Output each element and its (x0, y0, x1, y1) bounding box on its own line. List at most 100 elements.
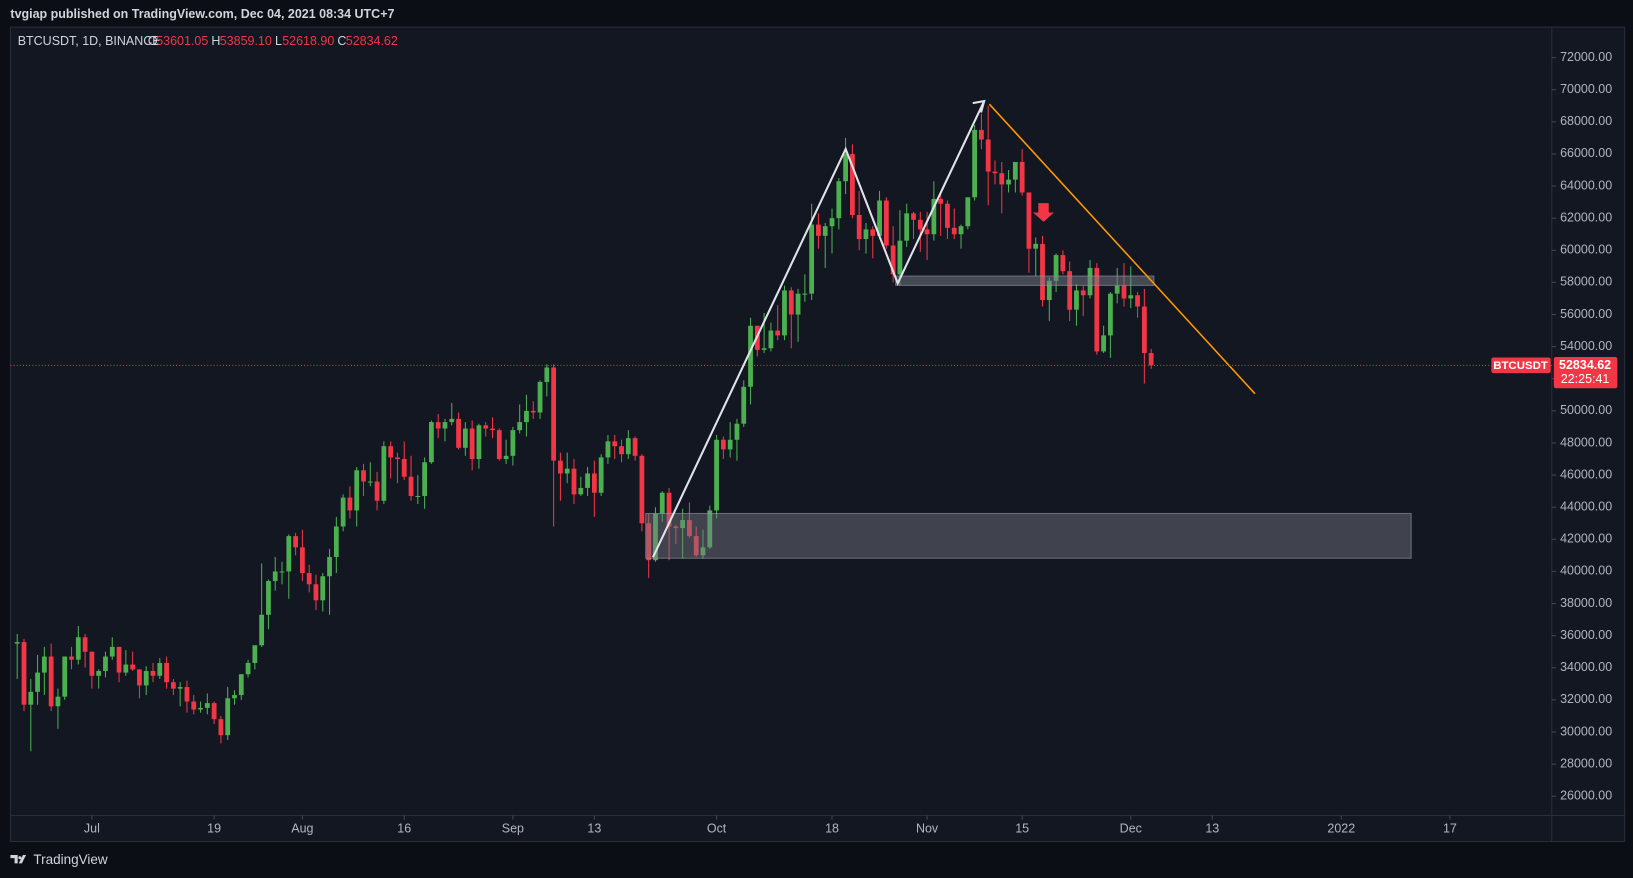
candle-body (367, 481, 373, 483)
candle-body (598, 457, 604, 493)
countdown: 22:25:41 (1561, 372, 1610, 386)
ohlc-letter: O (148, 34, 158, 48)
candle-body (646, 523, 652, 561)
candle-body (177, 687, 183, 689)
candle-body (700, 547, 706, 556)
footer-logo: TradingView (10, 852, 108, 867)
candle-body (462, 428, 468, 448)
candle-body (456, 418, 461, 448)
y-tick-label: 44000.00 (1560, 499, 1612, 513)
candle-body (761, 348, 767, 350)
x-tick-label: 16 (397, 821, 411, 835)
candle-body (958, 226, 964, 235)
candle-body (1101, 335, 1107, 352)
candle-body (103, 656, 108, 671)
candle-body (551, 367, 557, 461)
candle-body (293, 536, 298, 548)
candle-body (354, 470, 360, 511)
candle-body (992, 171, 998, 174)
candle-body (999, 173, 1005, 185)
candle-body (659, 492, 665, 514)
candle-body (883, 200, 889, 246)
publisher-header: tvgiap published on TradingView.com, Dec… (10, 7, 394, 21)
candle-body (496, 430, 502, 460)
ohlc-value: 52618.90 (282, 34, 334, 48)
candle-body (62, 656, 68, 697)
y-tick-label: 46000.00 (1560, 467, 1612, 481)
candle-body (306, 573, 312, 585)
candle-body (931, 198, 937, 235)
candle-body (232, 695, 237, 699)
candle-body (14, 642, 20, 644)
candle-body (252, 645, 258, 663)
candle-body (75, 637, 81, 660)
trend-line (988, 103, 1256, 395)
ohlc-letter: H (211, 34, 220, 48)
candle-body (286, 536, 292, 572)
candle-body (856, 214, 862, 240)
candle-body (381, 446, 387, 501)
candle-body (1148, 353, 1154, 366)
candle-body (96, 670, 102, 676)
candle-body (333, 526, 339, 557)
x-tick-label: Sep (502, 821, 524, 835)
candle-body (1114, 285, 1120, 294)
candle-body (143, 670, 149, 686)
candle-body (564, 468, 570, 474)
candle-body (945, 203, 950, 228)
candle-body (951, 227, 957, 235)
candle-body (1040, 243, 1045, 301)
candle-body (320, 576, 326, 601)
candle-body (347, 497, 353, 511)
candle-body (225, 698, 231, 736)
candle-body (266, 581, 271, 615)
symbol-label: BTCUSDT, 1D, BINANCE (18, 34, 161, 48)
candle-body (41, 656, 47, 673)
candle-body (245, 662, 251, 675)
candle-body (69, 656, 74, 660)
candle-body (782, 290, 787, 336)
candle-body (979, 129, 984, 140)
candle-body (82, 637, 88, 652)
x-tick-label: Dec (1120, 821, 1142, 835)
y-tick-label: 58000.00 (1560, 275, 1612, 289)
candle-body (843, 153, 848, 182)
candle-body (21, 642, 27, 705)
y-tick-label: 48000.00 (1560, 435, 1612, 449)
candle-body (130, 664, 136, 670)
x-tick-label: 15 (1015, 821, 1029, 835)
candle-body (897, 240, 903, 275)
ohlc-value: 53601.05 (156, 34, 208, 48)
y-tick-label: 50000.00 (1560, 403, 1612, 417)
y-tick-label: 36000.00 (1560, 628, 1612, 642)
candle-body (299, 547, 305, 574)
candle-body (632, 438, 638, 456)
y-tick-label: 40000.00 (1560, 564, 1612, 578)
y-tick-label: 26000.00 (1560, 789, 1612, 803)
candle-body (435, 422, 441, 429)
x-tick-label: 18 (825, 821, 839, 835)
candle-body (693, 536, 699, 556)
candle-body (449, 418, 455, 423)
candle-body (1108, 293, 1113, 336)
logo-mark (10, 855, 27, 864)
ohlc-letter: C (337, 34, 346, 48)
candle-body (795, 293, 801, 315)
demand-zone (645, 512, 1412, 559)
candle-body (625, 438, 631, 455)
candle-body (415, 495, 421, 498)
candle-body (917, 219, 923, 230)
candle-body (204, 703, 210, 708)
candle-body (619, 446, 624, 455)
candle-body (279, 571, 285, 573)
candle-body (816, 224, 821, 236)
y-tick-label: 28000.00 (1560, 756, 1612, 770)
y-tick-label: 38000.00 (1560, 596, 1612, 610)
candle-body (340, 497, 346, 527)
candle-body (388, 446, 394, 458)
candle-body (870, 229, 876, 236)
symbol-tag-bg (1491, 357, 1551, 374)
candle-body (483, 425, 489, 429)
y-tick-label: 60000.00 (1560, 243, 1612, 257)
